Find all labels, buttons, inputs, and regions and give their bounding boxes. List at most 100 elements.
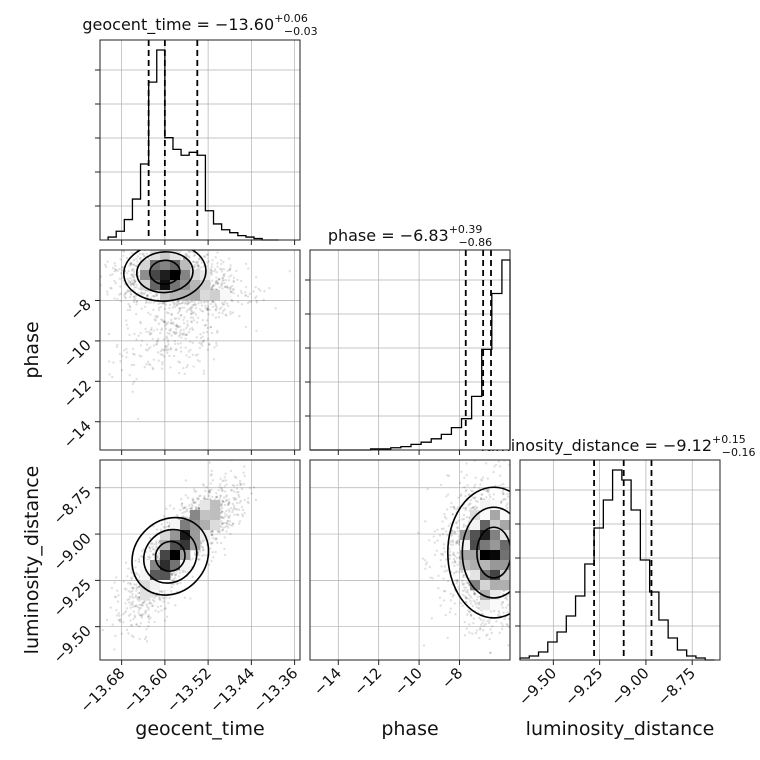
geocent-time-phase-point	[166, 348, 169, 351]
geocent-time-phase-point	[187, 331, 191, 334]
geocent-time-distance-density-cell	[170, 550, 181, 561]
geocent-time-phase-point	[164, 324, 167, 327]
geocent-time-phase-point	[195, 262, 199, 265]
geocent-time-distance-point	[129, 624, 133, 627]
geocent-time-phase-point	[214, 316, 218, 319]
geocent-time-phase-point	[175, 331, 178, 334]
geocent-time-phase-point	[183, 244, 185, 246]
geocent-time-phase-point	[162, 301, 165, 304]
hist-luminosity-distance-frame	[519, 459, 721, 661]
geocent-time-distance-point	[136, 596, 139, 600]
geocent-time-phase-point	[229, 312, 232, 316]
geocent-time-phase-point	[124, 292, 128, 295]
geocent-time-distance-point	[170, 585, 174, 589]
geocent-time-phase-point	[122, 250, 126, 253]
phase-distance-point	[486, 619, 489, 623]
geocent-time-distance-point	[195, 506, 198, 510]
geocent-time-distance-point	[231, 483, 235, 487]
geocent-time-distance-point	[238, 482, 242, 485]
geocent-time-phase-point	[202, 299, 205, 303]
geocent-time-phase-point	[204, 304, 207, 307]
geocent-time-phase-point	[252, 290, 255, 293]
geocent-time-phase-point	[151, 337, 154, 341]
geocent-time-phase-point	[195, 336, 199, 339]
geocent-time-distance-point	[225, 509, 228, 513]
geocent-time-distance-point	[184, 505, 187, 509]
geocent-time-phase-point	[210, 288, 214, 291]
geocent-time-distance-point	[155, 543, 158, 546]
geocent-time-phase-point	[206, 308, 210, 311]
geocent-time-distance-contour-0-1	[142, 528, 198, 584]
geocent-time-distance-point	[142, 613, 145, 616]
geocent-time-distance-point	[194, 490, 198, 493]
geocent-time-phase-point	[211, 279, 214, 282]
geocent-time-distance-point	[229, 532, 232, 536]
geocent-time-distance-point	[201, 548, 205, 552]
geocent-time-distance-point	[222, 516, 225, 520]
geocent-time-phase-point	[126, 289, 130, 292]
phase-distance-point	[457, 539, 460, 543]
geocent-time-phase-point	[131, 269, 134, 272]
geocent-time-phase-point	[161, 318, 164, 322]
geocent-time-distance-point	[235, 501, 239, 505]
geocent-time-phase-point	[133, 332, 136, 336]
phase-distance-point	[478, 636, 481, 640]
geocent-time-distance-point	[210, 529, 214, 533]
geocent-time-distance-point	[126, 598, 129, 602]
geocent-time-phase-point	[132, 380, 136, 384]
geocent-time-phase-point	[181, 333, 185, 336]
geocent-time-phase-point	[184, 337, 187, 340]
geocent-time-phase-point	[171, 321, 175, 324]
geocent-time-distance-point	[235, 513, 239, 516]
geocent-time-distance-point	[227, 508, 231, 512]
geocent-time-distance-point	[222, 452, 224, 454]
phase-distance-point	[501, 606, 504, 609]
geocent-time-phase-point	[132, 270, 136, 274]
hist-luminosity-distance-frame-group	[515, 459, 721, 661]
geocent-time-distance-frame	[99, 459, 301, 661]
title-luminosity-distance-sub: −0.16	[722, 446, 756, 459]
geocent-time-phase-point	[198, 257, 201, 260]
geocent-time-distance-point	[140, 614, 144, 617]
geocent-time-phase-point	[229, 310, 232, 314]
geocent-time-distance-point	[128, 601, 131, 604]
geocent-time-phase-point	[176, 325, 180, 329]
geocent-time-distance-point	[139, 555, 143, 558]
geocent-time-distance-point	[147, 620, 151, 624]
phase-distance-point	[511, 570, 513, 572]
geocent-time-phase-point	[193, 301, 196, 304]
geocent-time-distance-point	[141, 602, 144, 605]
geocent-time-phase-point	[152, 329, 156, 332]
geocent-time-phase-point	[161, 363, 164, 366]
geocent-time-phase-point	[224, 278, 228, 282]
geocent-time-distance-density-cell	[180, 560, 191, 571]
geocent-time-distance-point	[145, 640, 149, 643]
geocent-time-phase-point	[205, 330, 209, 334]
geocent-time-phase-point	[212, 358, 216, 361]
geocent-time-distance-point	[136, 573, 139, 576]
geocent-time-distance-point	[197, 507, 201, 510]
geocent-time-phase-point	[147, 363, 151, 366]
geocent-time-distance-point	[169, 590, 173, 593]
phase-distance-point	[463, 582, 466, 586]
geocent-time-phase-point	[137, 292, 140, 295]
geocent-time-phase-point	[215, 270, 219, 274]
geocent-time-phase-point	[214, 304, 218, 307]
hist-phase-background	[310, 250, 510, 450]
geocent-time-distance-point	[115, 614, 119, 617]
geocent-time-phase-point	[111, 266, 115, 270]
geocent-time-phase-point	[228, 268, 232, 271]
geocent-time-phase-point	[136, 417, 140, 421]
geocent-time-phase-point	[125, 290, 129, 293]
geocent-time-phase-point	[194, 303, 197, 306]
phase-distance-point	[467, 504, 470, 507]
phase-distance-point	[479, 618, 483, 621]
geocent-time-distance-point	[243, 511, 246, 515]
phase-distance-point	[479, 483, 482, 486]
phase-distance-point	[466, 613, 469, 616]
geocent-time-distance-density-cell	[190, 520, 201, 531]
geocent-time-phase-point	[184, 346, 187, 349]
geocent-time-phase-point	[206, 326, 209, 330]
geocent-time-distance-point	[164, 607, 168, 610]
phase-distance-point	[516, 494, 518, 496]
